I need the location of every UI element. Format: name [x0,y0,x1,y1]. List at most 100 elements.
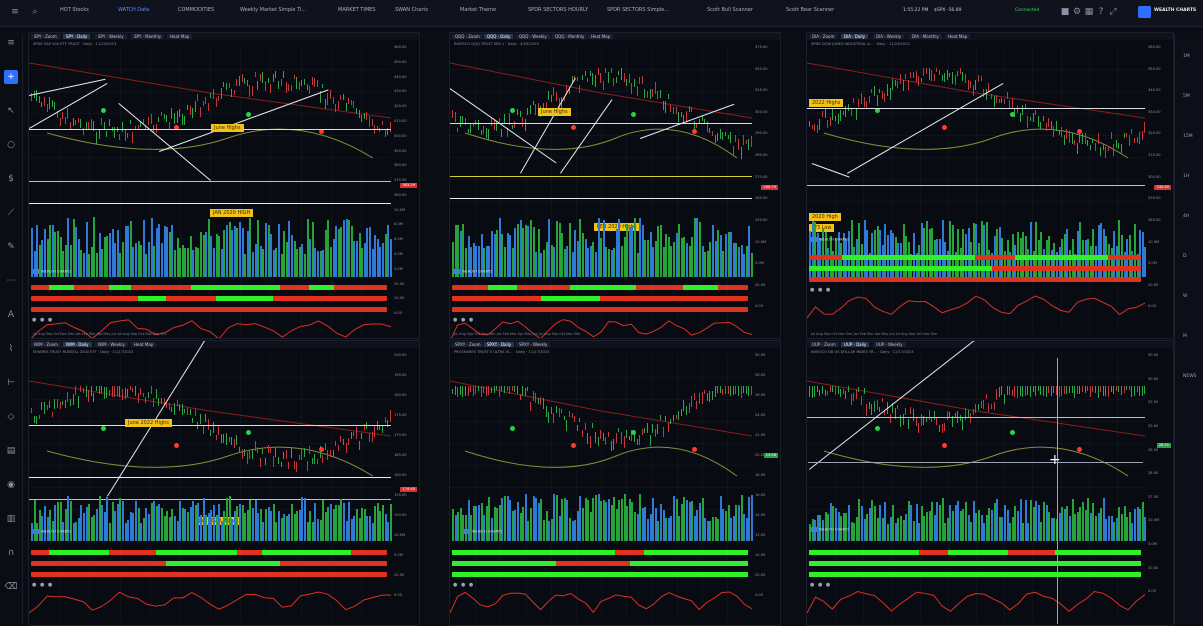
chart-timeframe-tab[interactable]: SPY · Daily [63,34,91,39]
chart-panel-5[interactable]: SPXY · Zoom SPXY · Daily SPXY · Weekly PROS… [449,340,781,626]
time-axis[interactable]: Jul Aug Sep Oct Nov Dec Jan Feb Mar Apr … [33,332,166,336]
time-axis[interactable]: Jul Aug Sep Oct Nov Dec Jan Feb Mar Apr … [811,332,938,336]
chart-annotation-label[interactable]: 2022 Highs [809,99,844,107]
trash-icon[interactable]: ⌫ [4,582,18,592]
chart-timeframe-tab[interactable]: IWM · Weekly [95,342,128,347]
indicator-controls-icon[interactable]: ● ● ● [32,582,54,588]
eye-icon[interactable]: ◉ [7,480,15,490]
chart-annotation-label[interactable]: June Highs [538,108,571,116]
fullscreen-icon[interactable]: ⤢ [1109,7,1117,17]
time-axis[interactable] [33,619,395,625]
support-resistance-line[interactable] [29,203,391,204]
cursor-icon[interactable]: ↖ [7,106,15,116]
tab-10[interactable]: Scott Bear Scanner [786,7,835,13]
chart-annotation-label[interactable]: 2/3 Low [809,224,835,232]
tab-4[interactable]: MARKET TIMES [338,7,376,13]
chart-annotation-label[interactable]: 2020 High [809,213,841,221]
chart-timeframe-tab[interactable]: UUP · Weekly [873,342,906,347]
help-icon[interactable]: ? [1098,7,1104,17]
pen-icon[interactable]: ✎ [7,242,15,252]
chart-panel-1[interactable]: SPY · Zoom SPY · Daily SPY · Weekly SPY · M… [28,32,420,339]
chart-timeframe-tab[interactable]: QQQ · Zoom [452,34,483,39]
indicator-controls-icon[interactable]: ● ● ● [453,582,475,588]
support-resistance-line[interactable] [807,185,1145,186]
support-resistance-line[interactable] [29,129,391,130]
chart-timeframe-tab[interactable]: SPXY · Daily [484,342,515,347]
chart-annotation-label[interactable]: Jan 2020 Highs [196,517,240,525]
price-axis[interactable]: 360.00 350.00 340.00 330.00 320.00 310.00 300.… [1145,45,1171,334]
timeframe-news[interactable]: NEWS [1183,374,1197,379]
indicator-controls-icon[interactable]: ● ● ● [453,317,475,323]
time-axis[interactable]: Jul Aug Sep Oct Nov Dec Jan Feb Mar Apr … [454,332,581,336]
chart-timeframe-tab[interactable]: SPY · Zoom [31,34,60,39]
settings-icon[interactable]: ⚙ [1072,7,1082,17]
layout-icon[interactable]: ▦ [1084,7,1094,17]
tab-0[interactable]: HOT Stocks [60,7,89,13]
indicator-controls-icon[interactable]: ● ● ● [32,317,54,323]
chart-annotation-label[interactable]: FEB 2020 Highs [594,223,640,231]
tab-7[interactable]: SPDR SECTORS HOURLY [528,7,589,13]
trendline-icon[interactable]: ⟋ [7,208,15,218]
chart-panel-6[interactable]: UUP · Zoom UUP · Daily UUP · Weekly INVESCO… [806,340,1174,626]
text-icon[interactable]: A [7,310,15,320]
magnet-icon[interactable]: ∩ [7,548,15,558]
chart-timeframe-tab[interactable]: UUP · Daily [841,342,870,347]
add-icon[interactable]: + [4,70,18,84]
chart-timeframe-tab[interactable]: Heat Map [945,34,971,39]
circle-icon[interactable]: ○ [7,140,15,150]
chart-annotation-label[interactable]: June Highs [211,124,244,132]
chart-timeframe-tab[interactable]: IWM · Daily [63,342,92,347]
price-axis[interactable]: 30.50 30.00 29.50 29.00 28.50 28.00 27.50 10.0M… [1145,353,1171,621]
tab-5[interactable]: SWAN Charts [395,7,428,13]
chart-timeframe-tab[interactable]: SPXY · Weekly [516,342,551,347]
price-axis[interactable]: 375.00 350.00 325.00 300.00 290.00 280.00 270.… [752,45,778,334]
timeframe-15m[interactable]: 15M [1183,134,1193,139]
chart-annotation-label[interactable]: June 2022 Highs [125,419,172,427]
chart-timeframe-tab[interactable]: DIA · Daily [841,34,868,39]
chart-timeframe-tab[interactable]: QQQ · Daily [484,34,514,39]
tab-2[interactable]: COMMODITIES [178,7,215,13]
chart-timeframe-tab[interactable]: QQQ · Monthly [552,34,588,39]
chart-icon[interactable]: ▥ [6,514,16,524]
support-resistance-line[interactable] [29,499,391,500]
support-resistance-line[interactable] [450,198,752,199]
brush-icon[interactable]: ⌇ [8,344,14,354]
support-resistance-line[interactable] [29,477,391,478]
chart-timeframe-tab[interactable]: SPY · Weekly [95,34,127,39]
timeframe-1h[interactable]: 1H [1183,174,1190,179]
support-resistance-line[interactable] [450,123,752,124]
chart-timeframe-tab[interactable]: DIA · Weekly [873,34,905,39]
chart-timeframe-tab[interactable]: SPXY · Zoom [452,342,484,347]
dollar-icon[interactable]: $ [8,174,14,184]
calendar-icon[interactable]: ▤ [6,446,16,456]
pattern-icon[interactable]: ⋯ [6,276,16,286]
chart-timeframe-tab[interactable]: Heat Map [131,342,157,347]
price-axis[interactable]: 460.00 450.00 440.00 430.00 420.00 410.00 400.… [391,45,417,334]
ruler-icon[interactable]: ⊢ [7,378,15,388]
ticker-status[interactable]: $SPX -56.89 [934,8,962,13]
chart-timeframe-tab[interactable]: IWM · Zoom [31,342,61,347]
timeframe-4h[interactable]: 4H [1183,214,1190,219]
search-icon[interactable]: ⌕ [32,7,38,17]
tag-icon[interactable]: ◇ [7,412,15,422]
chart-panel-2[interactable]: QQQ · Zoom QQQ · Daily QQQ · Weekly QQQ · M… [449,32,781,339]
support-resistance-line[interactable] [807,108,1145,109]
timeframe-d[interactable]: D [1183,254,1187,259]
chart-timeframe-tab[interactable]: SPY · Monthly [131,34,165,39]
chart-timeframe-tab[interactable]: DIA · Zoom [809,34,838,39]
timeframe-m[interactable]: M [1183,334,1187,339]
tab-1[interactable]: WATCH Data [118,7,150,13]
chart-timeframe-tab[interactable]: Heat Map [167,34,193,39]
support-resistance-line[interactable] [29,181,391,182]
tab-3[interactable]: Weekly Market Simple Ti... [240,7,307,13]
tab-9[interactable]: Scott Bull Scanner [707,7,753,13]
indicator-controls-icon[interactable]: ● ● ● [810,287,832,293]
chart-panel-3[interactable]: DIA · Zoom DIA · Daily DIA · Weekly DIA · M… [806,32,1174,339]
indicator-controls-icon[interactable]: ● ● ● [810,582,832,588]
tab-6[interactable]: Market Theme [460,7,497,13]
chart-timeframe-tab[interactable]: DIA · Monthly [909,34,942,39]
menu-icon[interactable]: ≡ [11,7,19,17]
support-resistance-line[interactable] [450,176,752,177]
tab-8[interactable]: SPDR SECTORS Simple... [607,7,669,13]
chart-annotation-label[interactable]: JAN 2020 HIGH [210,209,254,217]
